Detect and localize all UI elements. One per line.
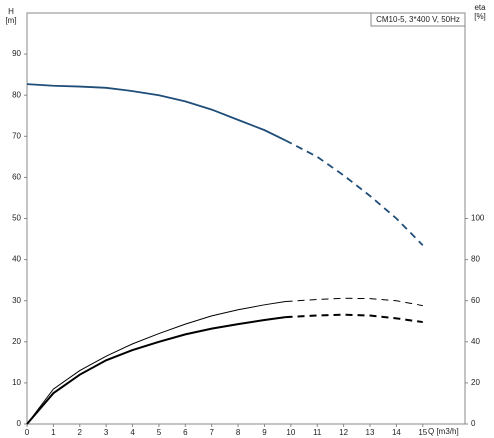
x-tick-label: 8	[236, 428, 241, 437]
y-tick-label: 70	[12, 131, 21, 140]
x-tick-label: 11	[313, 428, 322, 437]
x-tick-label: 0	[25, 428, 30, 437]
y-tick-label: 0	[17, 419, 22, 428]
y-tick-label: 60	[12, 173, 21, 182]
curve	[26, 316, 286, 425]
y2-tick-label: 20	[471, 378, 480, 387]
x-tick-label: 10	[286, 428, 295, 437]
title-box	[370, 12, 466, 27]
x-tick-label: 14	[392, 428, 401, 437]
x-tick-label: 1	[51, 428, 56, 437]
x-tick-label: 4	[130, 428, 135, 437]
curve	[285, 139, 424, 246]
y-tick-label: 20	[12, 337, 21, 346]
x-axis-label: Q [m3/h]	[428, 427, 459, 436]
x-tick-label: 9	[262, 428, 267, 437]
y2-tick-label: 80	[471, 255, 480, 264]
x-tick-label: 6	[183, 428, 188, 437]
curve	[285, 313, 423, 324]
chart-title: CM10-5, 3*400 V, 50Hz	[376, 15, 460, 24]
y-tick-label: 90	[12, 49, 21, 58]
y2-tick-label: 0	[471, 419, 476, 428]
y-tick-label: 40	[12, 255, 21, 264]
x-tick-label: 5	[157, 428, 162, 437]
x-tick-label: 13	[366, 428, 375, 437]
y-axis-label: H	[8, 7, 14, 16]
y2-axis-label: eta	[474, 3, 486, 12]
x-tick-label: 15	[418, 428, 427, 437]
y-tick-label: 80	[12, 90, 21, 99]
curve	[285, 297, 423, 307]
x-tick-label: 2	[78, 428, 83, 437]
y2-tick-label: 60	[471, 296, 480, 305]
y-tick-label: 10	[12, 378, 21, 387]
plot-frame	[26, 12, 466, 425]
x-tick-label: 7	[209, 428, 214, 437]
y2-tick-label: 100	[471, 214, 485, 223]
y-axis-unit: [m]	[5, 16, 16, 25]
x-tick-label: 3	[104, 428, 109, 437]
x-tick-label: 12	[339, 428, 348, 437]
y-tick-label: 50	[12, 214, 21, 223]
y2-axis-unit: [%]	[474, 12, 486, 21]
curve	[26, 301, 286, 425]
y-tick-label: 30	[12, 296, 21, 305]
y2-tick-label: 40	[471, 337, 480, 346]
curve	[26, 83, 286, 142]
